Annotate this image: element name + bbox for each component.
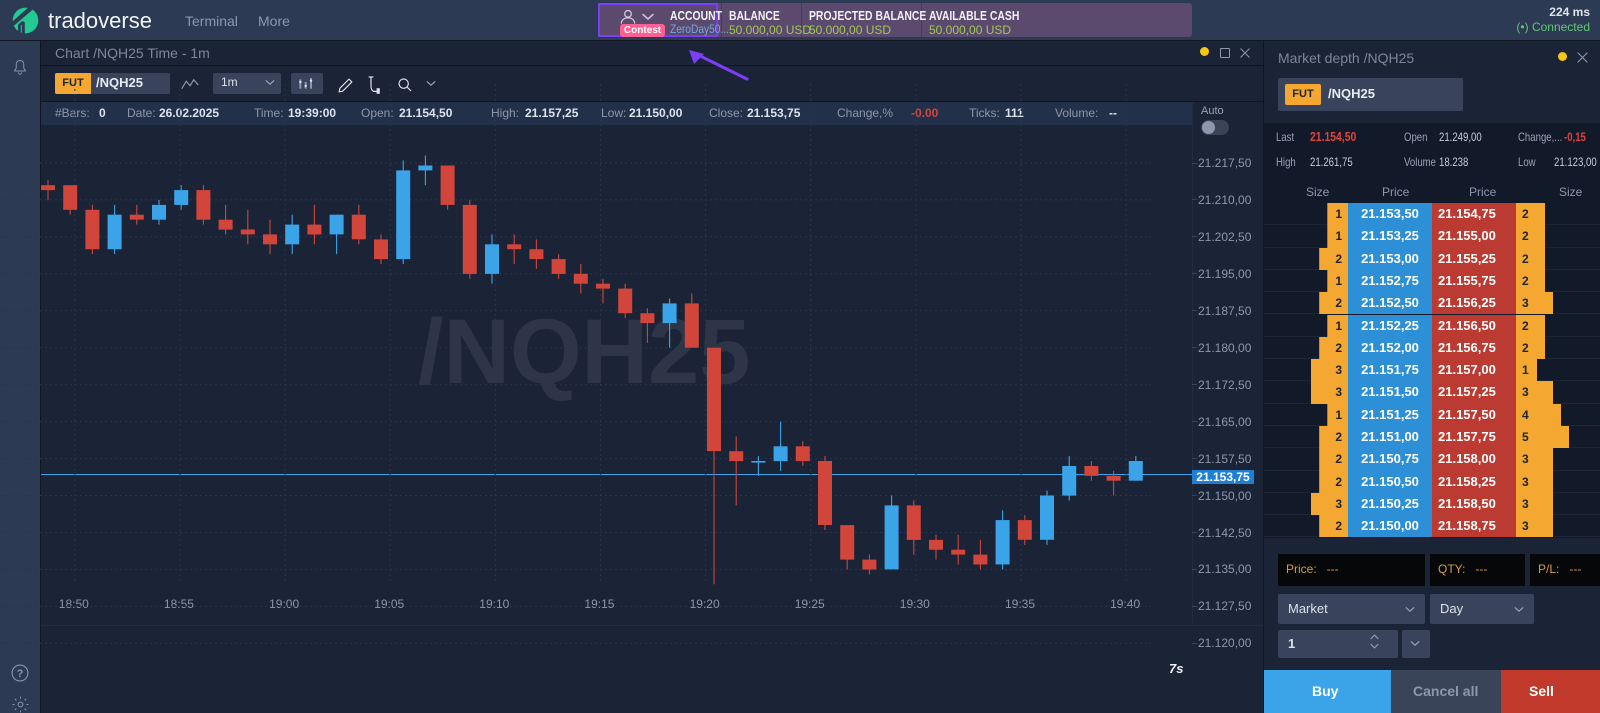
svg-text:?: ?	[17, 668, 24, 680]
